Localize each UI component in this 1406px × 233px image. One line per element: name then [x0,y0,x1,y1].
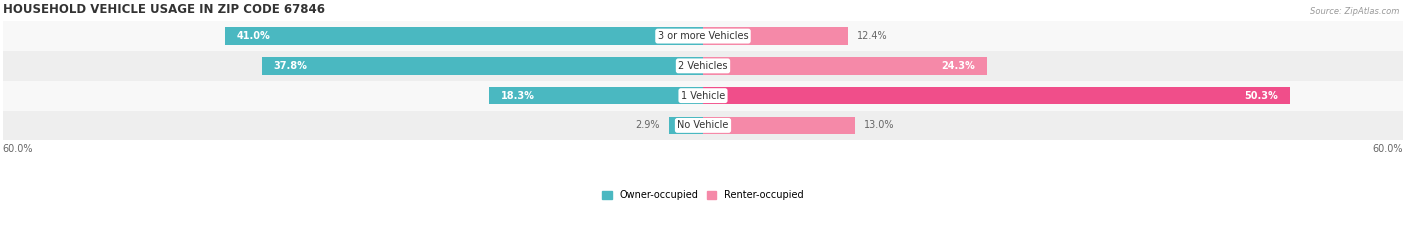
Text: 37.8%: 37.8% [274,61,308,71]
Text: 1 Vehicle: 1 Vehicle [681,91,725,101]
Bar [703,87,1291,104]
Bar [3,81,1403,110]
Legend: Owner-occupied, Renter-occupied: Owner-occupied, Renter-occupied [602,190,804,200]
Text: 2.9%: 2.9% [636,120,659,130]
Bar [262,57,703,75]
Text: 24.3%: 24.3% [941,61,974,71]
Text: 60.0%: 60.0% [3,144,34,154]
Bar [489,87,703,104]
Text: 41.0%: 41.0% [236,31,270,41]
Bar [703,57,987,75]
Text: 12.4%: 12.4% [858,31,887,41]
Text: Source: ZipAtlas.com: Source: ZipAtlas.com [1309,7,1399,16]
Text: 60.0%: 60.0% [1372,144,1403,154]
Bar [703,27,848,45]
Bar [669,117,703,134]
Bar [3,110,1403,140]
Text: 2 Vehicles: 2 Vehicles [678,61,728,71]
Text: 3 or more Vehicles: 3 or more Vehicles [658,31,748,41]
Bar [3,51,1403,81]
Bar [225,27,703,45]
Text: 13.0%: 13.0% [865,120,894,130]
Bar [3,21,1403,51]
Text: No Vehicle: No Vehicle [678,120,728,130]
Text: 18.3%: 18.3% [501,91,534,101]
Bar [703,117,855,134]
Text: 50.3%: 50.3% [1244,91,1278,101]
Text: HOUSEHOLD VEHICLE USAGE IN ZIP CODE 67846: HOUSEHOLD VEHICLE USAGE IN ZIP CODE 6784… [3,3,325,16]
